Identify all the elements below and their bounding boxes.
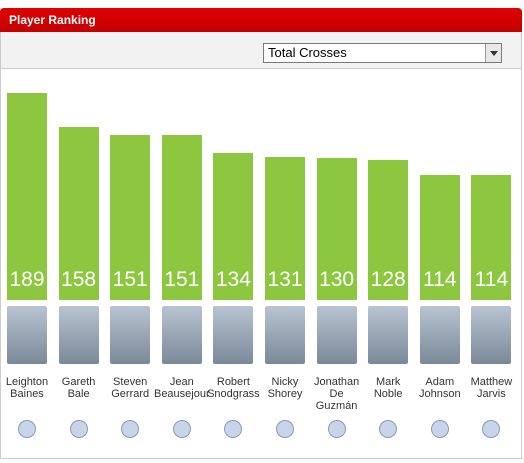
club-badge (482, 420, 501, 438)
player-name: Robert Snodgrass (207, 376, 260, 400)
bar (161, 134, 202, 300)
player-name: Nicky Shorey (267, 376, 303, 400)
bar (213, 153, 254, 300)
player-photo (161, 306, 202, 364)
player-photo (471, 306, 512, 364)
bar (419, 175, 460, 300)
value-label: 128 (370, 268, 406, 291)
player-photo (265, 306, 305, 364)
value-label: 114 (423, 268, 457, 291)
club-badge (121, 420, 140, 438)
player-name: Adam Johnson (419, 376, 461, 400)
club-badge (18, 420, 36, 438)
player-name: Mark Noble (373, 376, 403, 400)
value-label: 151 (164, 268, 200, 291)
player-photo (7, 306, 47, 364)
bar (58, 126, 99, 300)
value-label: 130 (319, 268, 355, 291)
header-bar (0, 8, 522, 32)
value-label: 114 (474, 268, 509, 291)
player-photo (419, 306, 460, 364)
bar (7, 93, 47, 300)
club-badge (276, 420, 294, 438)
player-name: Jean Beausejour (153, 376, 210, 400)
value-label: 131 (267, 268, 303, 291)
player-photo (368, 306, 409, 364)
bar (471, 175, 512, 300)
player-name: Leighton Baines (5, 376, 49, 400)
player-photo (110, 306, 151, 364)
bar (368, 159, 409, 300)
player-name: Jonathan De Guzmán (313, 376, 360, 412)
bar (316, 157, 357, 300)
dropdown-text: Total Crosses (268, 45, 347, 60)
player-name: Steven Gerrard (111, 376, 150, 400)
bar (110, 134, 151, 300)
player-photo (58, 306, 99, 364)
club-badge (172, 420, 191, 438)
value-label: 158 (61, 268, 97, 291)
dropdown-arrow[interactable] (485, 44, 501, 62)
club-badge (69, 420, 88, 438)
value-label: 189 (9, 268, 45, 291)
player-name: Matthew Jarvis (470, 376, 513, 400)
chart-panel (0, 68, 522, 459)
player-name: Gareth Bale (61, 376, 96, 400)
player-photo (316, 306, 357, 364)
club-badge (430, 420, 449, 438)
bar (265, 156, 305, 300)
value-label: 134 (215, 268, 251, 291)
player-photo (213, 306, 254, 364)
stat-dropdown[interactable]: Total Crosses (263, 43, 502, 63)
club-badge (379, 420, 398, 438)
club-badge (327, 420, 346, 438)
value-label: 151 (112, 268, 148, 291)
club-badge (224, 420, 243, 438)
header-title: Player Ranking (9, 13, 96, 27)
